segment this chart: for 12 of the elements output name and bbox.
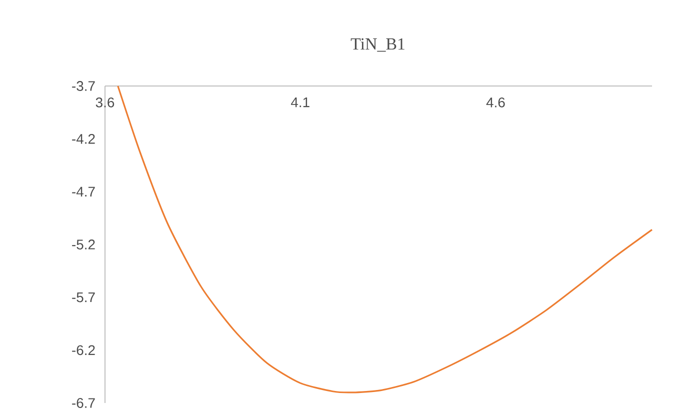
x-tick-label: 4.1: [290, 97, 310, 108]
x-tick-label: 3.6: [96, 97, 114, 108]
y-tick-label: -5.2: [72, 240, 95, 250]
x-tick-label: 4.6: [486, 97, 505, 108]
chart-title: TiN_B1: [350, 38, 404, 52]
y-tick-label: -6.2: [72, 345, 95, 356]
y-tick-label: -5.7: [72, 292, 95, 302]
line-series: [117, 85, 653, 394]
y-tick-label: -6.7: [72, 398, 95, 408]
y-tick-label: -3.7: [72, 81, 95, 91]
y-tick-label: -4.2: [72, 134, 95, 144]
y-tick-label: -4.7: [72, 186, 95, 196]
